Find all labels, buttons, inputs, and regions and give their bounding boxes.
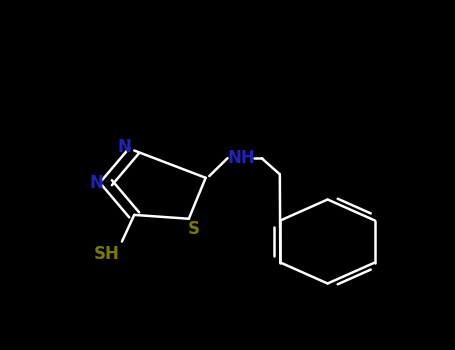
Text: N: N	[90, 174, 104, 192]
Text: SH: SH	[94, 245, 120, 264]
Text: N: N	[117, 138, 131, 156]
Text: NH: NH	[228, 149, 255, 167]
Text: S: S	[187, 219, 199, 238]
